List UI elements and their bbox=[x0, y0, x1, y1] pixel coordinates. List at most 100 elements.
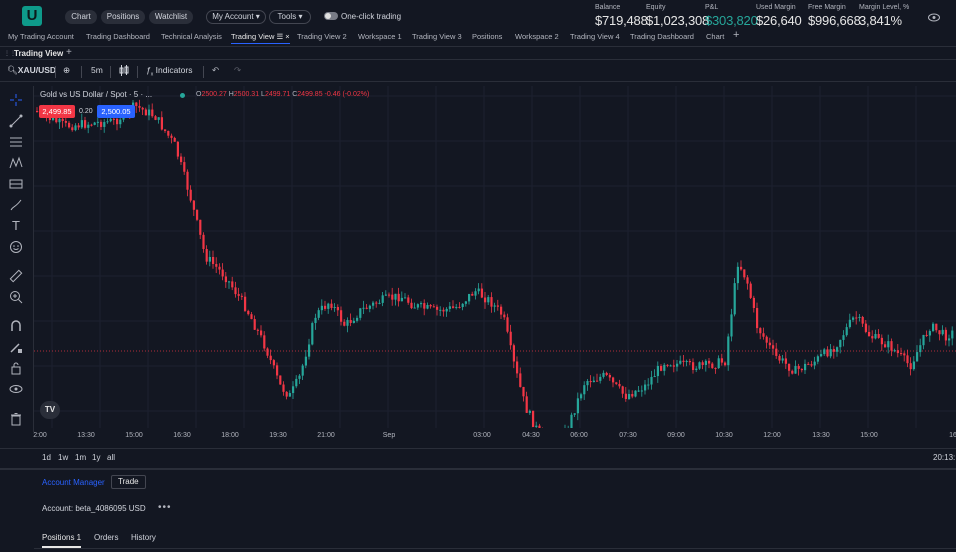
range-all[interactable]: all bbox=[107, 453, 116, 462]
candle-body bbox=[103, 122, 106, 127]
candlestick-plot[interactable] bbox=[34, 86, 956, 459]
time-axis[interactable]: 2:00 13:30 15:00 16:30 18:00 19:30 21:00 Sep 03:… bbox=[33, 428, 956, 444]
candle-body bbox=[596, 380, 599, 382]
candle-body bbox=[272, 360, 275, 366]
candle-body bbox=[349, 320, 352, 323]
zoom-in-icon[interactable] bbox=[8, 289, 24, 305]
candle-body bbox=[368, 305, 371, 309]
price-chart[interactable] bbox=[34, 86, 956, 459]
candle-body bbox=[580, 394, 583, 399]
tab-workspace-1[interactable]: Workspace 1 bbox=[358, 32, 402, 41]
tab-trading-dashboard-2[interactable]: Trading Dashboard bbox=[630, 32, 694, 41]
open-label: O bbox=[196, 91, 202, 98]
candle-body bbox=[535, 425, 538, 427]
pencil-lock-icon[interactable] bbox=[8, 339, 24, 355]
tab-positions-bottom[interactable]: Positions 1 bbox=[42, 533, 82, 548]
drag-handle-icon[interactable]: ⋮⋮ bbox=[4, 51, 16, 57]
close-icon[interactable]: × bbox=[285, 32, 290, 41]
add-tab-plus-icon[interactable]: + bbox=[733, 29, 740, 41]
text-icon[interactable]: T bbox=[12, 218, 20, 233]
more-options-icon[interactable]: ••• bbox=[158, 502, 172, 513]
candle-body bbox=[471, 293, 474, 296]
candle-body bbox=[109, 118, 112, 122]
range-1d[interactable]: 1d bbox=[42, 453, 51, 462]
nav-positions-button[interactable]: Positions bbox=[101, 10, 145, 24]
candle-body bbox=[644, 384, 647, 391]
tab-orders[interactable]: Orders bbox=[94, 533, 119, 542]
magnet-icon[interactable] bbox=[8, 318, 24, 334]
range-1w[interactable]: 1w bbox=[58, 453, 69, 462]
time-tick-label: 12:00 bbox=[763, 432, 781, 439]
range-1y[interactable]: 1y bbox=[92, 453, 101, 462]
candle-body bbox=[413, 307, 416, 309]
pattern-icon[interactable] bbox=[8, 155, 24, 171]
tools-menu[interactable]: Tools ▾ bbox=[269, 10, 311, 24]
nav-chart-button[interactable]: Chart bbox=[65, 10, 97, 24]
fib-retracement-icon[interactable] bbox=[8, 134, 24, 150]
lock-icon[interactable] bbox=[8, 360, 24, 376]
candle-body bbox=[599, 376, 602, 381]
range-1m[interactable]: 1m bbox=[75, 453, 87, 462]
tab-my-trading-account[interactable]: My Trading Account bbox=[8, 32, 74, 41]
crosshair-icon[interactable] bbox=[8, 92, 24, 108]
emoji-icon[interactable] bbox=[8, 239, 24, 255]
add-panel-plus-icon[interactable]: + bbox=[66, 47, 72, 58]
candle-body bbox=[282, 384, 285, 392]
tab-technical-analysis[interactable]: Technical Analysis bbox=[161, 32, 222, 41]
account-menu[interactable]: My Account ▾ bbox=[206, 10, 266, 24]
candle-body bbox=[247, 310, 250, 315]
eye-icon[interactable] bbox=[8, 381, 24, 397]
trend-line-icon[interactable] bbox=[8, 113, 24, 129]
candle-body bbox=[375, 302, 378, 304]
candle-body bbox=[916, 352, 919, 362]
tab-history[interactable]: History bbox=[131, 533, 156, 542]
prediction-icon[interactable] bbox=[8, 176, 24, 192]
candle-body bbox=[263, 335, 266, 349]
candle-body bbox=[336, 307, 339, 311]
candle-body bbox=[516, 361, 519, 374]
one-click-toggle[interactable] bbox=[324, 12, 338, 20]
candle-body bbox=[429, 304, 432, 307]
trade-button[interactable]: Trade bbox=[111, 475, 146, 489]
app-logo[interactable]: U bbox=[22, 6, 42, 26]
candle-body bbox=[775, 348, 778, 356]
tab-trading-view-2[interactable]: Trading View 2 bbox=[297, 32, 347, 41]
candle-body bbox=[740, 266, 743, 270]
compare-plus-icon[interactable]: ⊕ bbox=[63, 65, 71, 75]
redo-icon[interactable]: ↷ bbox=[234, 65, 242, 75]
tab-label: Trading View bbox=[231, 32, 275, 41]
tab-trading-view-3[interactable]: Trading View 3 bbox=[412, 32, 462, 41]
tab-chart[interactable]: Chart bbox=[706, 32, 725, 41]
nav-watchlist-button[interactable]: Watchlist bbox=[149, 10, 193, 24]
candle-body bbox=[890, 341, 893, 351]
sell-price-button[interactable]: 2,499.85 bbox=[39, 105, 75, 118]
tab-trading-view[interactable]: Trading View ☰ × bbox=[231, 31, 290, 44]
candle-body bbox=[746, 277, 749, 284]
workspace-tabs: My Trading Account Trading Dashboard Tec… bbox=[0, 29, 956, 44]
brush-icon[interactable] bbox=[8, 197, 24, 213]
undo-icon[interactable]: ↶ bbox=[212, 65, 220, 75]
tab-trading-view-4[interactable]: Trading View 4 bbox=[570, 32, 620, 41]
tab-positions[interactable]: Positions bbox=[472, 32, 503, 41]
candle-body bbox=[525, 396, 528, 413]
hide-values-eye-icon[interactable] bbox=[928, 13, 940, 25]
menu-icon[interactable]: ☰ bbox=[276, 32, 284, 41]
trash-icon[interactable] bbox=[8, 411, 24, 427]
tab-trading-dashboard[interactable]: Trading Dashboard bbox=[86, 32, 150, 41]
candle-body bbox=[154, 116, 157, 120]
candle-body bbox=[704, 360, 707, 365]
time-tick-label: 18:00 bbox=[221, 432, 239, 439]
candles-icon[interactable] bbox=[119, 65, 129, 78]
candle-body bbox=[845, 327, 848, 336]
indicators-button[interactable]: ƒx Indicators bbox=[146, 65, 192, 78]
spread-value: 0.20 bbox=[79, 108, 93, 115]
ruler-icon[interactable] bbox=[8, 268, 24, 284]
tab-workspace-2[interactable]: Workspace 2 bbox=[515, 32, 559, 41]
buy-price-button[interactable]: 2,500.05 bbox=[97, 105, 135, 118]
symbol-search[interactable]: 🔍︎XAU/USD bbox=[7, 65, 56, 76]
account-manager-tab[interactable]: Account Manager bbox=[42, 478, 105, 487]
candle-body bbox=[221, 269, 224, 277]
interval-selector[interactable]: 5m bbox=[91, 65, 103, 75]
range-selector: 1d 1w 1m 1y all 20:13: bbox=[0, 448, 956, 466]
tradingview-logo-icon[interactable]: TV bbox=[40, 401, 60, 419]
